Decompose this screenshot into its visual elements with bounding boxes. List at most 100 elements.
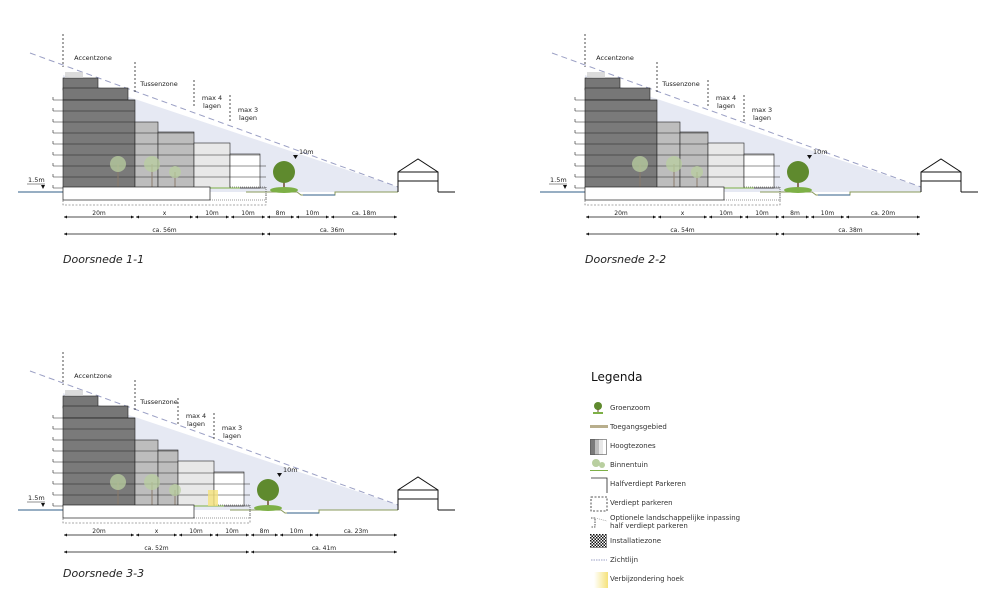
legend-item-installatiezone: Installatiezone — [590, 531, 745, 550]
tree-shrubs — [784, 187, 812, 193]
house-icon — [397, 476, 439, 510]
dimension-arrows — [251, 533, 278, 537]
accent-step — [584, 87, 651, 101]
dimension-label: 8m — [790, 210, 800, 217]
courtyard-tree-icon — [110, 156, 126, 172]
zone-label-max4: max 4 — [186, 412, 206, 420]
legend-item-hoogtezones: Hoogtezones — [590, 436, 745, 455]
courtyard-tree-icon — [169, 484, 181, 496]
total-dimension-label: ca. 54m — [670, 227, 694, 234]
section-title-3-3: Doorsnede 3-3 — [63, 567, 145, 580]
zone-label-accentzone: Accentzone — [596, 54, 634, 62]
total-dimension-label: ca. 36m — [320, 227, 344, 234]
level-arrow-icon — [563, 185, 567, 189]
zone-label-max3: max 3 — [222, 424, 242, 432]
tree-icon — [273, 161, 295, 183]
ground-line — [760, 191, 921, 196]
total-dimension-label: ca. 52m — [144, 545, 168, 552]
dimension-label: 10m — [205, 210, 219, 217]
courtyard-tree-icon — [632, 156, 648, 172]
legend-item-groenzoom: Groenzoom — [590, 398, 745, 417]
tussen-block — [157, 131, 195, 189]
max4-block — [707, 142, 745, 189]
sunken-parking — [584, 192, 781, 206]
tree-shrubs — [270, 187, 298, 193]
zone-label-max3: max 3 — [752, 106, 772, 114]
sunken-parking — [62, 192, 267, 206]
access-bar-icon — [590, 420, 608, 434]
courtyard-tree-icon — [144, 474, 160, 490]
dimension-arrows — [781, 215, 809, 219]
tussen-block — [679, 131, 709, 189]
optional-landscape — [194, 504, 251, 519]
level-marker-left: 1.5m — [28, 176, 45, 184]
optional-landscape-icon — [590, 515, 608, 529]
max4-block — [193, 142, 231, 189]
zone-label-max4: max 4 — [716, 94, 736, 102]
total-dimension-label: ca. 38m — [838, 227, 862, 234]
dimension-label: 10m — [241, 210, 255, 217]
sunken-parking-icon — [590, 496, 608, 511]
zone-label-max4-lagen: lagen — [717, 102, 735, 110]
sightline — [29, 52, 399, 188]
zone-label-max4: max 4 — [202, 94, 222, 102]
optional-landscape — [724, 186, 781, 201]
legend-item-toegangsgebied: Toegangsgebied — [590, 417, 745, 436]
total-dimension-label: ca. 41m — [312, 545, 336, 552]
dimension-label: 10m — [821, 210, 835, 217]
max3-block — [229, 153, 261, 189]
corner-highlight — [208, 490, 218, 506]
sightline — [551, 52, 922, 188]
max3-block — [743, 153, 775, 189]
legend-title: Legenda — [591, 370, 643, 384]
half-sunken-parking — [584, 186, 725, 201]
level-marker-right: 10m — [299, 148, 314, 156]
installation-zone — [65, 390, 83, 396]
accent-step — [62, 405, 129, 419]
level-marker-left: 1.5m — [550, 176, 567, 184]
legend-item-verbijzondering: Verbijzondering hoek — [590, 569, 745, 588]
dimension-label: x — [681, 210, 685, 217]
dimension-label: 10m — [719, 210, 733, 217]
legend-item-binnentuin: Binnentuin — [590, 455, 745, 474]
courtyard-tree-icon — [110, 474, 126, 490]
dimension-label: 10m — [306, 210, 320, 217]
courtyard-trees-icon — [590, 458, 608, 472]
zone-label-max3-lagen: lagen — [753, 114, 771, 122]
tree-icon — [257, 479, 279, 501]
tree-icon — [787, 161, 809, 183]
dimension-label: x — [163, 210, 167, 217]
zone-label-accentzone: Accentzone — [74, 372, 112, 380]
dimension-label: x — [155, 528, 159, 535]
level-arrow-icon — [277, 473, 282, 477]
zone-label-max3: max 3 — [238, 106, 258, 114]
level-marker-left: 1.5m — [28, 494, 45, 502]
dimension-label: ca. 18m — [352, 210, 376, 217]
dimension-label: ca. 23m — [344, 528, 368, 535]
dimension-label: 20m — [92, 210, 106, 217]
zone-label-max3-lagen: lagen — [239, 114, 257, 122]
dimension-label: 10m — [755, 210, 769, 217]
optional-landscape — [210, 186, 267, 201]
dimension-arrows — [267, 215, 294, 219]
section-title-2-2: Doorsnede 2-2 — [585, 253, 667, 266]
legend: Legenda Groenzoom Toegangsgebied Hoogtez… — [590, 370, 745, 588]
dimension-label: 8m — [276, 210, 286, 217]
courtyard-tree-icon — [144, 156, 160, 172]
half-sunken-parking-icon — [590, 477, 608, 493]
sightline-icon — [590, 553, 608, 567]
level-arrow-icon — [41, 503, 45, 507]
zone-label-max4-lagen: lagen — [187, 420, 205, 428]
zone-label-max4-lagen: lagen — [203, 102, 221, 110]
installation-zone — [587, 72, 605, 78]
courtyard-tree-icon — [169, 166, 181, 178]
max3-block — [213, 471, 245, 507]
height-zones-icon — [590, 438, 608, 455]
zone-label-max3-lagen: lagen — [223, 432, 241, 440]
ground-line — [230, 509, 398, 514]
dimension-label: 20m — [92, 528, 106, 535]
zone-label-tussenzone: Tussenzone — [139, 80, 178, 88]
